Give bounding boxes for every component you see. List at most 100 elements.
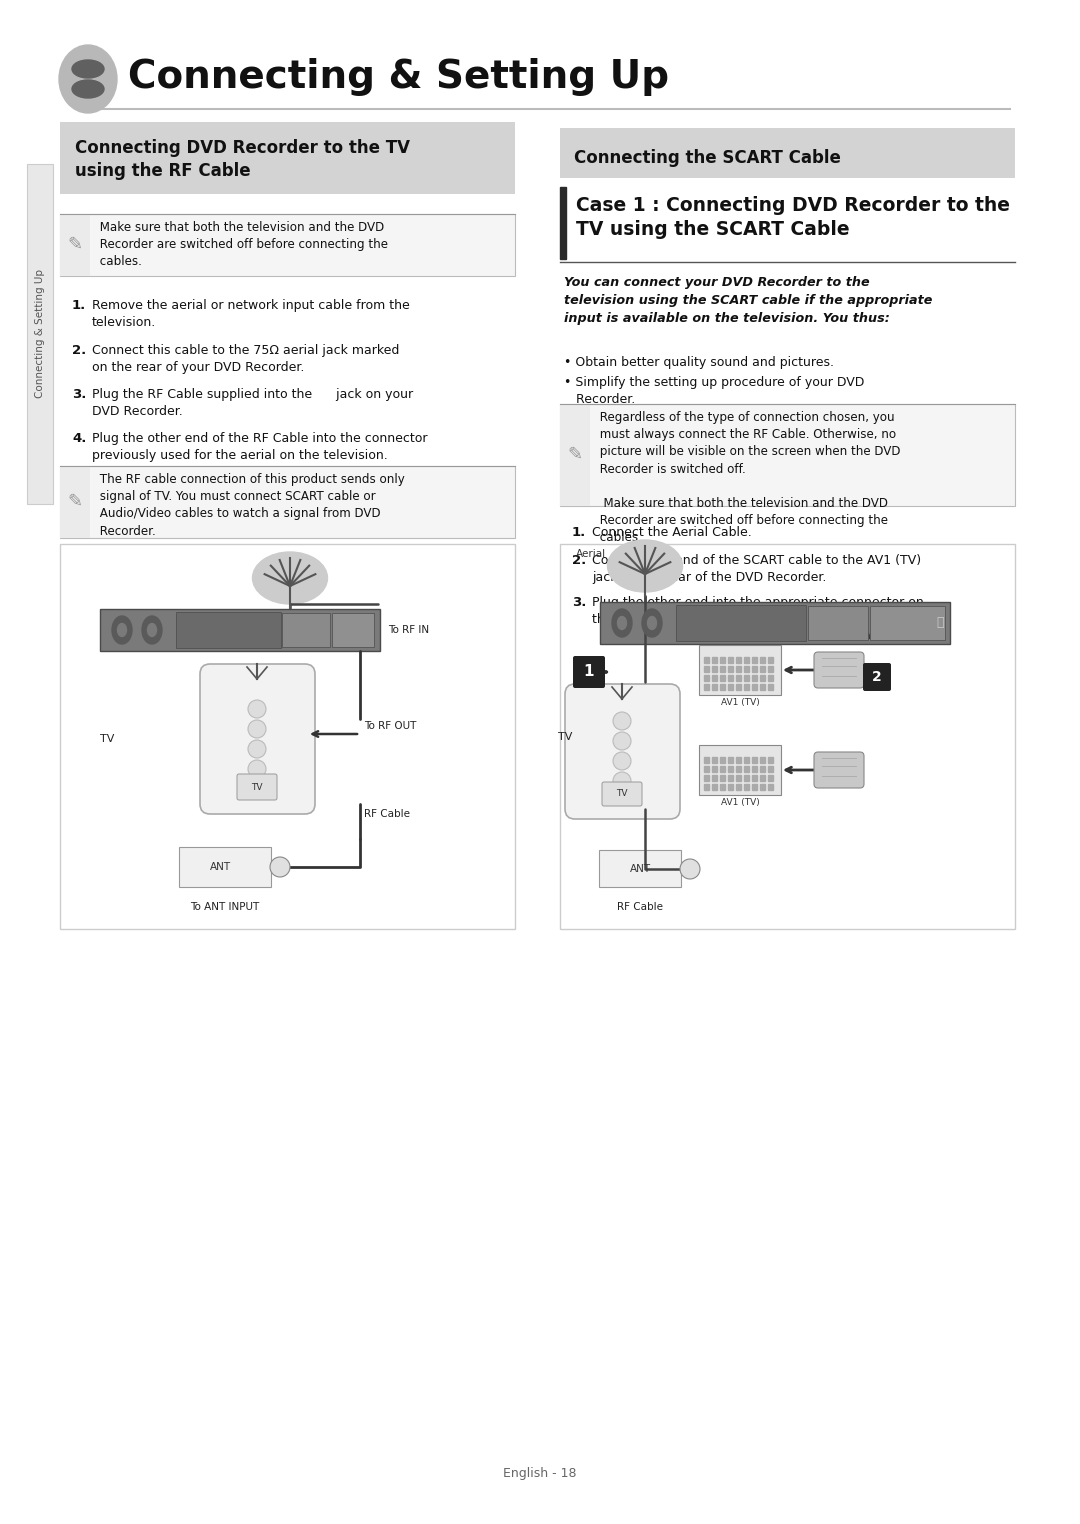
- Bar: [704, 675, 708, 681]
- FancyBboxPatch shape: [60, 466, 515, 538]
- Bar: [735, 657, 741, 663]
- Bar: [735, 776, 741, 780]
- FancyBboxPatch shape: [863, 663, 891, 690]
- Text: RF Cable: RF Cable: [617, 902, 663, 911]
- Text: English - 18: English - 18: [503, 1468, 577, 1480]
- Ellipse shape: [72, 59, 104, 78]
- Bar: [768, 684, 773, 690]
- Bar: [744, 783, 750, 789]
- Bar: [712, 675, 717, 681]
- Text: 4.: 4.: [72, 431, 86, 445]
- FancyBboxPatch shape: [573, 655, 605, 687]
- Bar: [744, 675, 750, 681]
- Bar: [735, 675, 741, 681]
- FancyBboxPatch shape: [561, 404, 1015, 506]
- Text: 2.: 2.: [72, 344, 86, 357]
- Bar: [768, 675, 773, 681]
- Ellipse shape: [618, 617, 626, 629]
- Bar: [720, 666, 725, 672]
- Bar: [728, 666, 733, 672]
- Bar: [728, 657, 733, 663]
- FancyBboxPatch shape: [200, 664, 315, 814]
- Bar: [712, 684, 717, 690]
- Bar: [752, 675, 757, 681]
- FancyBboxPatch shape: [599, 850, 681, 887]
- Text: Connecting the SCART Cable: Connecting the SCART Cable: [573, 149, 841, 168]
- Bar: [720, 776, 725, 780]
- Text: AV1 (TV): AV1 (TV): [720, 698, 759, 707]
- Text: ✎: ✎: [567, 447, 582, 463]
- FancyBboxPatch shape: [602, 782, 642, 806]
- Circle shape: [248, 760, 266, 777]
- Bar: [728, 757, 733, 764]
- Bar: [760, 783, 765, 789]
- Bar: [600, 602, 950, 645]
- Text: 1.: 1.: [72, 299, 86, 312]
- Circle shape: [248, 700, 266, 718]
- Bar: [561, 187, 566, 259]
- Bar: [768, 783, 773, 789]
- Bar: [720, 657, 725, 663]
- Bar: [744, 776, 750, 780]
- Bar: [768, 757, 773, 764]
- Text: Make sure that both the television and the DVD
 Recorder are switched off before: Make sure that both the television and t…: [96, 221, 388, 268]
- Bar: [704, 767, 708, 773]
- Bar: [60, 466, 90, 538]
- Text: 2: 2: [873, 671, 882, 684]
- Text: TV: TV: [557, 732, 572, 742]
- FancyBboxPatch shape: [814, 751, 864, 788]
- Text: ✎: ✎: [67, 236, 82, 255]
- Bar: [760, 666, 765, 672]
- Bar: [100, 610, 380, 651]
- Ellipse shape: [253, 552, 327, 604]
- Text: 🔔: 🔔: [936, 617, 944, 629]
- Text: To RF OUT: To RF OUT: [364, 721, 417, 732]
- Text: TV: TV: [252, 782, 262, 791]
- Text: You can connect your DVD Recorder to the
television using the SCART cable if the: You can connect your DVD Recorder to the…: [564, 276, 932, 325]
- Bar: [720, 767, 725, 773]
- Text: 3.: 3.: [72, 389, 86, 401]
- Text: ✎: ✎: [67, 492, 82, 511]
- Bar: [704, 783, 708, 789]
- FancyBboxPatch shape: [699, 645, 781, 695]
- Bar: [728, 684, 733, 690]
- Text: Plug the RF Cable supplied into the      jack on your
DVD Recorder.: Plug the RF Cable supplied into the jack…: [92, 389, 414, 418]
- FancyBboxPatch shape: [27, 165, 53, 504]
- Text: Plug the other end into the appropriate connector on
the television.: Plug the other end into the appropriate …: [592, 596, 923, 626]
- Ellipse shape: [141, 616, 162, 645]
- Bar: [752, 657, 757, 663]
- Bar: [704, 657, 708, 663]
- Text: Connect this cable to the 75Ω aerial jack marked
on the rear of your DVD Recorde: Connect this cable to the 75Ω aerial jac…: [92, 344, 400, 375]
- Bar: [744, 666, 750, 672]
- FancyBboxPatch shape: [179, 847, 271, 887]
- Ellipse shape: [607, 539, 683, 591]
- Circle shape: [613, 712, 631, 730]
- Circle shape: [680, 860, 700, 879]
- FancyBboxPatch shape: [237, 774, 276, 800]
- Bar: [720, 757, 725, 764]
- Bar: [728, 783, 733, 789]
- Bar: [760, 776, 765, 780]
- Text: ANT: ANT: [630, 864, 650, 873]
- Text: ANT: ANT: [210, 863, 230, 872]
- Bar: [332, 613, 374, 648]
- Bar: [760, 675, 765, 681]
- Bar: [60, 213, 90, 276]
- Bar: [768, 666, 773, 672]
- Bar: [744, 684, 750, 690]
- Bar: [744, 657, 750, 663]
- Bar: [768, 657, 773, 663]
- Text: Connecting DVD Recorder to the TV
using the RF Cable: Connecting DVD Recorder to the TV using …: [75, 139, 410, 180]
- FancyBboxPatch shape: [60, 122, 515, 194]
- Text: • Simplify the setting up procedure of your DVD
   Recorder.: • Simplify the setting up procedure of y…: [564, 376, 864, 405]
- Text: TV: TV: [617, 789, 627, 799]
- FancyBboxPatch shape: [561, 128, 1015, 178]
- Text: Connect one end of the SCART cable to the AV1 (TV)
jack on the rear of the DVD R: Connect one end of the SCART cable to th…: [592, 555, 921, 584]
- Bar: [752, 757, 757, 764]
- Text: The RF cable connection of this product sends only
 signal of TV. You must conne: The RF cable connection of this product …: [96, 472, 405, 538]
- Ellipse shape: [112, 616, 132, 645]
- Text: 2.: 2.: [572, 555, 586, 567]
- FancyBboxPatch shape: [60, 544, 515, 930]
- Text: Connecting & Setting Up: Connecting & Setting Up: [129, 58, 670, 96]
- Ellipse shape: [648, 617, 657, 629]
